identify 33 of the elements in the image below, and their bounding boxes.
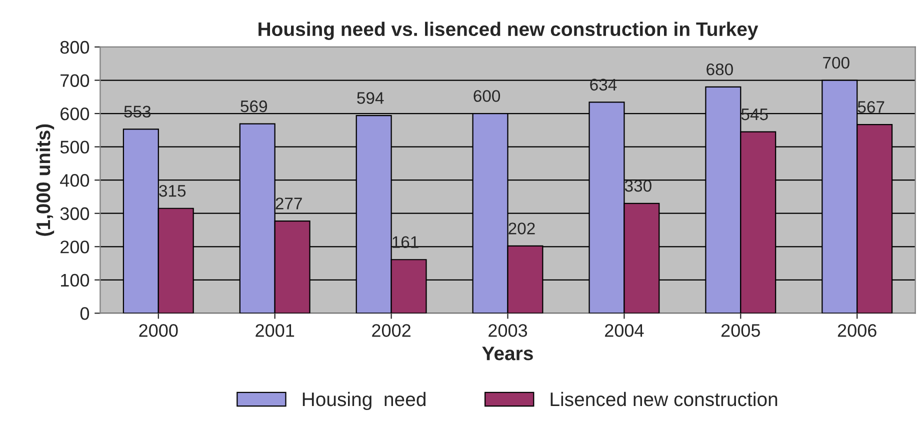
x-tick-label: 2006 [838,324,876,337]
data-label: 634 [590,78,617,91]
y-axis-title: (1,000 units) [36,124,54,236]
data-label: 161 [392,236,418,248]
legend-label: Lisenced new construction [550,392,778,406]
chart-title: Housing need vs. lisenced new construction in Turkey [258,22,758,40]
x-tick-label: 2005 [721,324,760,337]
data-label: 315 [159,184,186,197]
x-tick-label: 2002 [372,324,410,337]
y-tick-label: 300 [60,207,90,220]
y-tick-label: 100 [61,274,90,287]
data-label: 277 [276,198,302,210]
data-label: 700 [823,56,850,69]
y-tick-label: 800 [60,40,90,54]
x-tick-label: 2001 [256,324,294,337]
data-label: 594 [357,92,384,104]
legend-label: Housing need [302,392,426,410]
x-axis-title: Years [482,346,533,360]
y-tick-label: 600 [60,107,90,120]
data-label: 330 [624,180,652,192]
data-label: 567 [858,101,884,113]
y-tick-label: 400 [60,174,90,187]
x-tick-label: 2000 [139,324,178,337]
y-tick-label: 700 [60,74,90,87]
x-tick-label: 2003 [488,324,528,337]
data-label: 202 [508,222,535,234]
y-tick-label: 0 [80,307,90,320]
data-label: 600 [474,90,500,102]
data-label: 680 [706,63,733,76]
x-tick-label: 2004 [605,324,644,337]
data-label: 569 [240,100,267,112]
y-tick-label: 500 [60,140,90,154]
y-tick-label: 200 [60,240,90,254]
